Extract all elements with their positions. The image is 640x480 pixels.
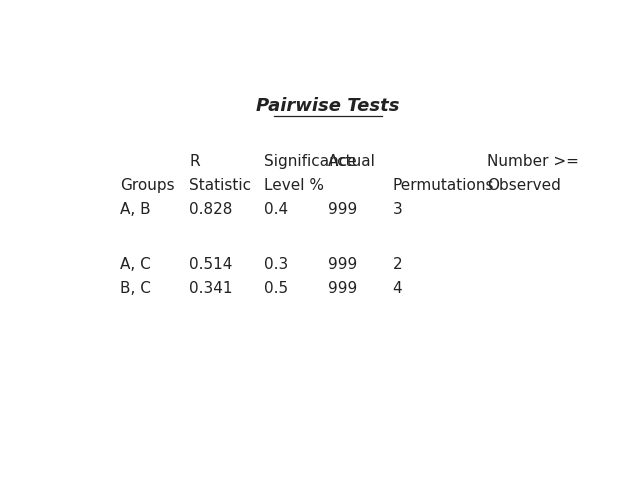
Text: R: R: [189, 154, 200, 168]
Text: 2: 2: [392, 257, 402, 272]
Text: 999: 999: [328, 281, 357, 296]
Text: 0.514: 0.514: [189, 257, 232, 272]
Text: Actual: Actual: [328, 154, 376, 168]
Text: Permutations: Permutations: [392, 178, 494, 192]
Text: 0.828: 0.828: [189, 202, 232, 216]
Text: B, C: B, C: [120, 281, 150, 296]
Text: 999: 999: [328, 202, 357, 216]
Text: 4: 4: [392, 281, 402, 296]
Text: Significance: Significance: [264, 154, 356, 168]
Text: 0.3: 0.3: [264, 257, 288, 272]
Text: 0.5: 0.5: [264, 281, 287, 296]
Text: A, B: A, B: [120, 202, 150, 216]
Text: Number >=: Number >=: [486, 154, 579, 168]
Text: Groups: Groups: [120, 178, 174, 192]
Text: Level %: Level %: [264, 178, 323, 192]
Text: Pairwise Tests: Pairwise Tests: [256, 96, 400, 115]
Text: 0.341: 0.341: [189, 281, 232, 296]
Text: A, C: A, C: [120, 257, 150, 272]
Text: Statistic: Statistic: [189, 178, 252, 192]
Text: Observed: Observed: [486, 178, 561, 192]
Text: 0.4: 0.4: [264, 202, 287, 216]
Text: 999: 999: [328, 257, 357, 272]
Text: 3: 3: [392, 202, 402, 216]
